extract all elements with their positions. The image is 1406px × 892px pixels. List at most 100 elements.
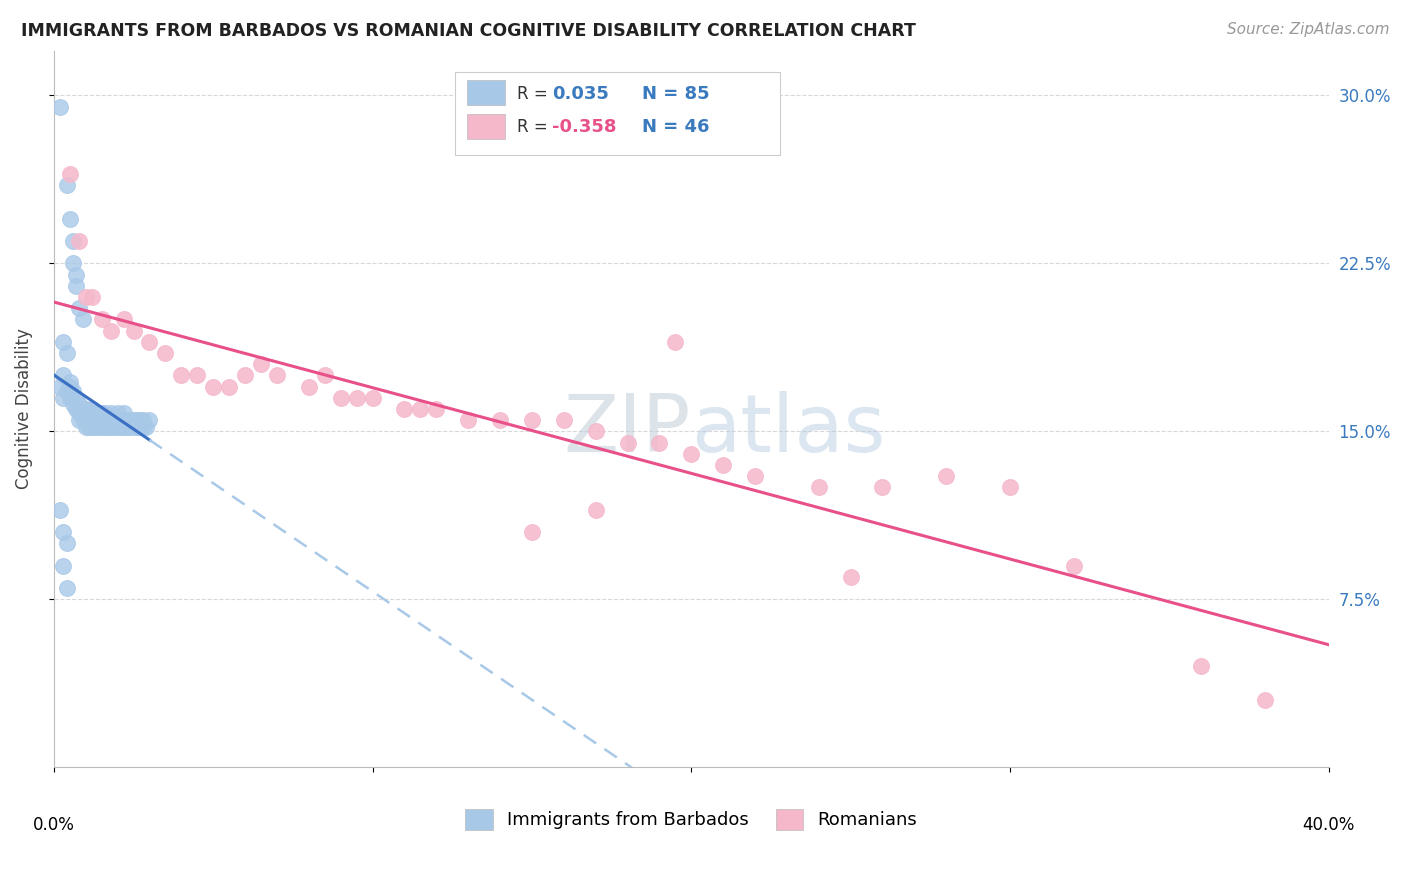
Point: [67, 397, 90, 411]
Point: [298, 379, 321, 393]
Point: [75, 420, 97, 434]
Point: [75, 290, 97, 304]
Point: [112, 420, 135, 434]
Text: 40.0%: 40.0%: [1302, 816, 1355, 834]
Point: [72, 406, 94, 420]
Point: [110, 420, 132, 434]
Point: [55, 581, 77, 595]
Text: R =: R =: [516, 85, 553, 103]
Point: [97, 413, 120, 427]
Point: [65, 278, 87, 293]
Text: IMMIGRANTS FROM BARBADOS VS ROMANIAN COGNITIVE DISABILITY CORRELATION CHART: IMMIGRANTS FROM BARBADOS VS ROMANIAN COG…: [21, 22, 915, 40]
Point: [52, 558, 75, 573]
Point: [65, 268, 87, 282]
Point: [138, 413, 160, 427]
Point: [67, 301, 90, 315]
Point: [125, 420, 148, 434]
Point: [84, 406, 107, 420]
Point: [250, 357, 273, 371]
Point: [77, 413, 100, 427]
Point: [616, 435, 638, 450]
Point: [55, 178, 77, 192]
Point: [681, 447, 703, 461]
Point: [84, 420, 107, 434]
Point: [664, 334, 686, 349]
Point: [1254, 693, 1277, 707]
Point: [55, 384, 77, 398]
Point: [52, 391, 75, 405]
FancyBboxPatch shape: [456, 72, 780, 154]
Point: [115, 413, 138, 427]
Point: [55, 346, 77, 360]
Point: [94, 406, 117, 420]
Text: ZIP: ZIP: [564, 392, 692, 469]
Point: [94, 420, 117, 434]
Point: [1189, 659, 1212, 673]
Point: [97, 420, 120, 434]
Point: [489, 413, 512, 427]
Point: [52, 368, 75, 383]
Point: [80, 406, 103, 420]
Point: [128, 413, 150, 427]
Point: [59, 211, 82, 226]
Point: [75, 401, 97, 416]
Point: [457, 413, 479, 427]
Point: [103, 420, 125, 434]
Point: [218, 379, 240, 393]
Point: [998, 480, 1021, 494]
Point: [75, 413, 97, 427]
Point: [346, 391, 368, 405]
Point: [80, 420, 103, 434]
Point: [839, 570, 862, 584]
Point: [49, 502, 72, 516]
Point: [112, 406, 135, 420]
Point: [100, 413, 122, 427]
Point: [59, 379, 82, 393]
Point: [90, 413, 112, 427]
Point: [122, 420, 145, 434]
Point: [361, 391, 384, 405]
Text: N = 46: N = 46: [641, 119, 709, 136]
Point: [100, 420, 122, 434]
Point: [202, 379, 225, 393]
Point: [186, 368, 208, 383]
Point: [77, 406, 100, 420]
Point: [872, 480, 894, 494]
Point: [62, 234, 84, 248]
Point: [75, 406, 97, 420]
Point: [520, 525, 543, 540]
Point: [90, 312, 112, 326]
Point: [138, 334, 160, 349]
Point: [103, 413, 125, 427]
Point: [128, 420, 150, 434]
Point: [409, 401, 432, 416]
Text: N = 85: N = 85: [641, 85, 709, 103]
Point: [233, 368, 256, 383]
Point: [62, 384, 84, 398]
Point: [807, 480, 830, 494]
Point: [112, 312, 135, 326]
Point: [520, 413, 543, 427]
Point: [67, 234, 90, 248]
Legend: Immigrants from Barbados, Romanians: Immigrants from Barbados, Romanians: [465, 809, 917, 830]
Point: [100, 406, 122, 420]
Point: [112, 413, 135, 427]
Point: [585, 425, 607, 439]
Point: [115, 420, 138, 434]
Point: [62, 256, 84, 270]
Point: [132, 413, 155, 427]
Point: [65, 391, 87, 405]
Point: [425, 401, 447, 416]
Text: 0.0%: 0.0%: [32, 816, 75, 834]
FancyBboxPatch shape: [467, 114, 505, 139]
Point: [52, 525, 75, 540]
Point: [170, 368, 193, 383]
Point: [122, 413, 145, 427]
Point: [648, 435, 671, 450]
Y-axis label: Cognitive Disability: Cognitive Disability: [15, 328, 32, 490]
Point: [155, 346, 177, 360]
Point: [80, 401, 103, 416]
Point: [125, 413, 148, 427]
Point: [107, 420, 129, 434]
Point: [80, 290, 103, 304]
